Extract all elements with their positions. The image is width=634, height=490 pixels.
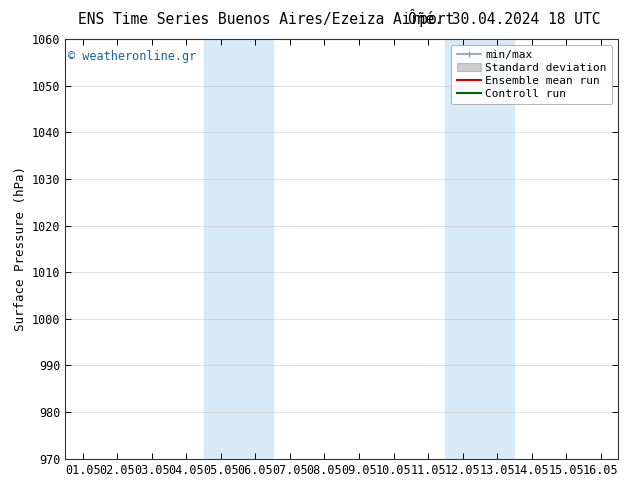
Legend: min/max, Standard deviation, Ensemble mean run, Controll run: min/max, Standard deviation, Ensemble me… — [451, 45, 612, 104]
Text: ENS Time Series Buenos Aires/Ezeiza Airport: ENS Time Series Buenos Aires/Ezeiza Airp… — [78, 12, 455, 27]
Text: © weatheronline.gr: © weatheronline.gr — [68, 49, 197, 63]
Y-axis label: Surface Pressure (hPa): Surface Pressure (hPa) — [13, 167, 27, 331]
Bar — [445, 39, 514, 459]
Text: Ôñé. 30.04.2024 18 UTC: Ôñé. 30.04.2024 18 UTC — [408, 12, 600, 27]
Bar — [204, 39, 273, 459]
